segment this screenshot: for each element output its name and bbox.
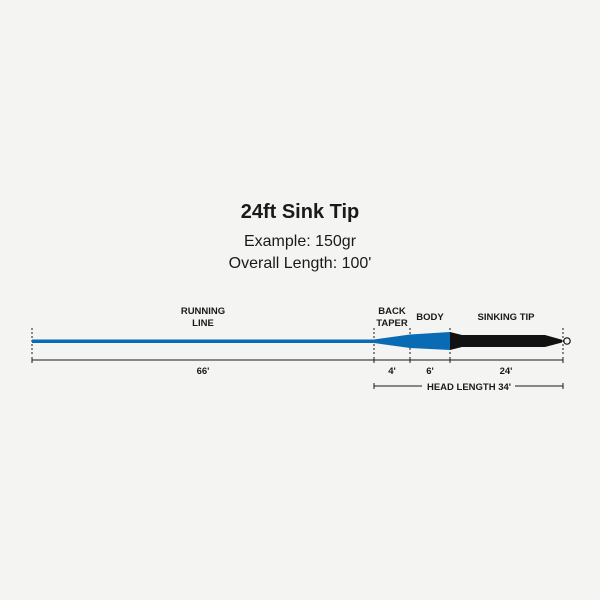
length-body: 6'	[426, 366, 434, 377]
back-taper-and-body	[374, 332, 450, 350]
head-length-label: HEAD LENGTH 34'	[427, 382, 511, 393]
length-running-line: 66'	[197, 366, 210, 377]
loop-icon	[563, 337, 571, 345]
example-weight: Example: 150gr	[243, 233, 357, 250]
dimension-line	[31, 357, 564, 363]
sinking-tip	[450, 332, 562, 350]
length-sinking-tip: 24'	[500, 366, 513, 377]
label-taper: TAPER	[376, 318, 408, 329]
label-body: BODY	[416, 312, 444, 323]
running-line	[32, 339, 376, 343]
diagram-title: 24ft Sink Tip	[240, 201, 360, 223]
label-running: RUNNING	[181, 306, 225, 317]
label-sinking-tip: SINKING TIP	[477, 312, 535, 323]
overall-length: Overall Length: 100'	[228, 255, 372, 272]
head-length-line	[373, 383, 564, 389]
label-back: BACK	[378, 306, 406, 317]
length-back-taper: 4'	[388, 366, 396, 377]
label-line: LINE	[192, 318, 214, 329]
